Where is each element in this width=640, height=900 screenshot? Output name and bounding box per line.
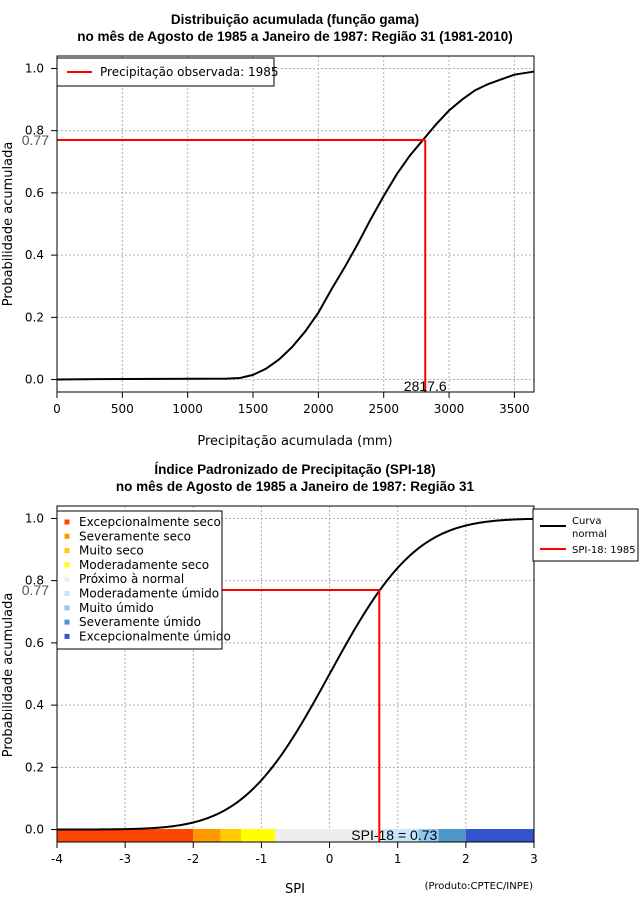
c1-cdf-curve: [56, 70, 535, 381]
chart2-categories-legend-box: [56, 510, 223, 650]
chart2-ylabel: Probabilidade acumulada: [1, 593, 16, 758]
c2-category-swatch-0: [64, 519, 70, 525]
c1-xtick-label-1: 500: [111, 402, 134, 416]
chart1-legend: Precipitação observada: 1985: [56, 57, 278, 87]
c2-category-label-3: Moderadamente seco: [79, 558, 209, 572]
chart1-plot-frame: [56, 55, 535, 393]
c1-xtick-label-6: 3000: [434, 402, 465, 416]
chart1-observed-group: 0.77 2817.6: [22, 132, 447, 394]
chart2-series-legend: Curva normal SPI-18: 1985: [532, 508, 639, 562]
c2-spi-band-4: [275, 829, 385, 842]
c2-spi-band-6: [418, 829, 439, 842]
chart2-series-legend-box: [532, 508, 639, 562]
chart1-xlabel: Precipitação acumulada (mm): [197, 434, 392, 449]
c1-xtick-label-0: 0: [53, 402, 61, 416]
c2-cdf-curve: [56, 517, 535, 831]
c2-spi-band-1: [193, 829, 221, 842]
chart-spi-distribution: Índice Padronizado de Precipitação (SPI-…: [1, 462, 639, 897]
c2-ytick-label-5: 1.0: [25, 511, 44, 525]
c2-xtick-label-5: 1: [394, 852, 402, 866]
chart2-title-line1: Índice Padronizado de Precipitação (SPI-…: [154, 462, 435, 477]
c1-xtick-label-7: 3500: [499, 402, 530, 416]
c2-category-swatch-3: [64, 562, 70, 568]
c2-observed-y-label: 0.77: [22, 582, 49, 598]
chart1-legend-observed-label: Precipitação observada: 1985: [100, 65, 278, 79]
c2-xtick-label-2: -2: [187, 852, 199, 866]
c2-category-swatch-8: [64, 633, 70, 639]
chart2-legend-curve-label-1: Curva: [572, 516, 601, 527]
c2-category-swatch-7: [64, 619, 70, 625]
c1-xtick-label-2: 1000: [172, 402, 203, 416]
c1-xtick-label-4: 2000: [303, 402, 334, 416]
c2-category-swatch-2: [64, 548, 70, 554]
c2-spi-band-0: [57, 829, 194, 842]
c1-xtick-label-3: 1500: [238, 402, 269, 416]
c2-xtick-label-4: 0: [326, 852, 334, 866]
chart1-ylabel: Probabilidade acumulada: [1, 142, 16, 307]
c2-category-label-2: Muito seco: [79, 544, 144, 558]
c2-category-swatch-6: [64, 605, 70, 611]
c2-category-label-7: Severamente úmido: [79, 615, 201, 629]
c1-ytick-label-0: 0.0: [25, 373, 44, 387]
c2-xtick-label-1: -3: [119, 852, 131, 866]
c2-ytick-label-3: 0.6: [25, 636, 44, 650]
chart1-axes: 0 500 1000 1500 2000 2500 3000 3500 0.0 0.2 0.4 0.6…: [25, 61, 530, 416]
c1-ytick-label-5: 1.0: [25, 61, 44, 75]
c2-category-label-6: Muito úmido: [79, 601, 154, 615]
c2-observed-spi-label: SPI-18 = 0.73: [351, 827, 437, 843]
c1-ytick-label-3: 0.6: [25, 186, 44, 200]
c2-spi-band-5: [384, 829, 419, 842]
c2-xtick-label-0: -4: [51, 852, 63, 866]
c2-xtick-label-6: 2: [462, 852, 470, 866]
c2-category-label-1: Severamente seco: [79, 529, 191, 543]
chart1-title-line2: no mês de Agosto de 1985 a Janeiro de 19…: [77, 29, 512, 44]
c2-spi-band-8: [465, 829, 534, 842]
c1-xtick-label-5: 2500: [368, 402, 399, 416]
chart1-curve-group: [56, 70, 535, 381]
c1-observed-y-label: 0.77: [22, 132, 49, 148]
c2-ytick-label-2: 0.4: [25, 698, 44, 712]
c2-xtick-label-3: -1: [255, 852, 267, 866]
chart2-legend-curve-label-2: normal: [572, 529, 607, 540]
c1-ytick-label-1: 0.2: [25, 310, 44, 324]
c2-category-label-0: Excepcionalmente seco: [79, 515, 221, 529]
c1-ytick-label-4: 0.8: [25, 124, 44, 138]
c1-ytick-label-2: 0.4: [25, 248, 44, 262]
chart-gamma-distribution: Distribuição acumulada (função gama) no …: [1, 12, 535, 449]
c2-spi-band-7: [438, 829, 466, 842]
c2-ytick-label-0: 0.0: [25, 823, 44, 837]
c2-xtick-label-7: 3: [530, 852, 538, 866]
c2-category-swatch-5: [64, 591, 70, 596]
chart2-axes: -4 -3 -2 -1 0 1 2 3 0.0 0.2 0.4 0.6 0.8 1.0: [25, 511, 538, 866]
c1-observed-x-label: 2817.6: [404, 378, 447, 394]
c2-ytick-label-1: 0.2: [25, 760, 44, 774]
c2-category-label-8: Excepcionalmente úmido: [79, 629, 231, 643]
chart2-xlabel: SPI: [285, 882, 305, 897]
chart2-footer-credit: (Produto:CPTEC/INPE): [425, 881, 533, 892]
chart2-curve-group: [56, 517, 535, 831]
chart1-title-line1: Distribuição acumulada (função gama): [171, 12, 419, 27]
chart2-legend-spi-label: SPI-18: 1985: [572, 545, 636, 556]
c2-category-label-4: Próximo à normal: [79, 572, 184, 586]
chart2-spi-bands: [57, 829, 534, 842]
chart2-plot-frame: [56, 505, 535, 843]
c2-spi-band-3: [240, 829, 276, 842]
chart1-legend-box: [56, 57, 275, 87]
chart2-grid: [56, 506, 535, 842]
c2-category-label-5: Moderadamente úmido: [79, 587, 219, 601]
chart2-title-line2: no mês de Agosto de 1985 a Janeiro de 19…: [116, 479, 475, 494]
c2-spi-band-2: [220, 829, 241, 842]
c2-category-swatch-1: [64, 533, 70, 539]
c2-category-swatch-4: [64, 576, 70, 582]
c2-ytick-label-4: 0.8: [25, 574, 44, 588]
chart1-grid: [56, 56, 534, 392]
